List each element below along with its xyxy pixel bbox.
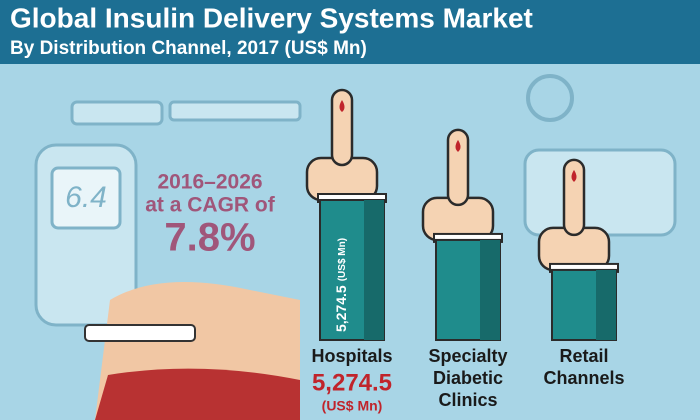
category-label-line: Hospitals bbox=[311, 346, 392, 366]
finger bbox=[562, 158, 586, 237]
insulin-pen bbox=[168, 100, 302, 122]
category-label-line: Channels bbox=[543, 368, 624, 388]
nail-drop bbox=[571, 169, 577, 182]
header bbox=[0, 0, 700, 64]
finger bbox=[330, 88, 354, 167]
injector bbox=[84, 324, 196, 342]
category-label: Specialty Diabetic Clinics bbox=[428, 346, 507, 410]
title: Global Insulin Delivery Systems Market bbox=[10, 2, 533, 33]
value-number: 5,274.5 bbox=[333, 285, 349, 332]
pen-case bbox=[70, 100, 164, 126]
value-unit-label: (US$ Mn) bbox=[322, 398, 383, 414]
pump bbox=[523, 148, 677, 237]
value-label: 5,274.5 bbox=[312, 369, 392, 396]
category-label-line: Retail bbox=[559, 346, 608, 366]
category-label-line: Clinics bbox=[438, 390, 497, 410]
category-label-line: Specialty bbox=[428, 346, 507, 366]
finger bbox=[446, 128, 470, 207]
cagr-period: 2016–2026 bbox=[157, 171, 262, 194]
nail-drop bbox=[339, 100, 345, 112]
value-label-vertical: 5,274.5 (US$ Mn) bbox=[333, 238, 349, 332]
bar-shade bbox=[364, 200, 384, 340]
category-label: Hospitals bbox=[311, 346, 392, 366]
pants bbox=[95, 368, 300, 420]
value-unit: (US$ Mn) bbox=[337, 238, 348, 281]
meter-reading: 6.4 bbox=[65, 181, 107, 214]
pump-dial bbox=[526, 74, 574, 122]
category-label-line: Diabetic bbox=[433, 368, 503, 388]
cagr-text: at a CAGR of bbox=[145, 194, 276, 217]
meter-screen bbox=[50, 166, 122, 230]
nail-drop bbox=[455, 139, 461, 152]
cagr-value: 7.8% bbox=[164, 216, 255, 260]
subtitle: By Distribution Channel, 2017 (US$ Mn) bbox=[10, 38, 367, 59]
bar-shade bbox=[480, 239, 500, 340]
bar-shade bbox=[596, 269, 616, 340]
category-label: Retail Channels bbox=[543, 346, 624, 388]
